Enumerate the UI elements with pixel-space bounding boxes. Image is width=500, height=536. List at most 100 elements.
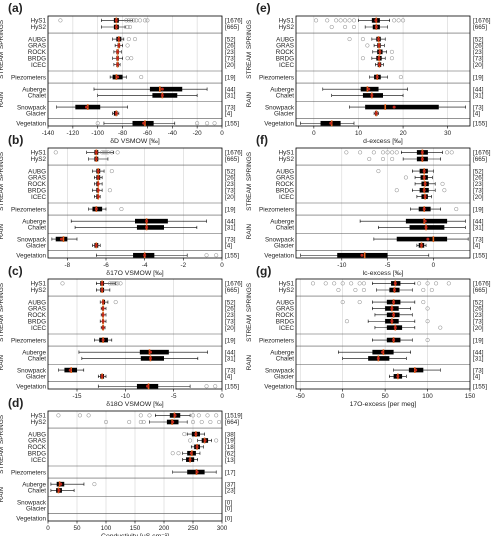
outlier-point [429,287,434,293]
row-count: [23] [225,488,236,495]
row-label: Piezometers [11,469,46,476]
outlier-point [111,281,116,286]
outlier-point [380,156,386,162]
outlier-point [188,438,193,443]
outlier-point [77,413,82,418]
row-label: HyS2 [279,156,295,163]
row-label: AUBG [276,299,294,306]
group-label: SPRINGS [0,151,5,181]
panel-label: (f) [256,133,268,147]
x-tick-label: -5 [171,393,177,400]
row-count: [19] [225,74,236,81]
outlier-point [425,338,430,343]
x-axis-label: Conductivity [µS cm⁻¹] [101,533,169,536]
group-label: RAIN [246,224,253,240]
row-count: [1676] [225,281,243,288]
row-label: Glacier [26,243,46,250]
row-label: GRAS [28,175,46,182]
row-count: [73] [225,367,236,374]
outlier-point [190,413,196,418]
row-count: [52] [473,168,484,175]
outlier-point [438,325,443,330]
mean-mark [392,288,396,292]
row-count: [23] [473,49,484,56]
mean-mark [423,182,427,186]
row-count: [0] [225,506,232,513]
row-count: [73] [225,318,236,325]
group-label: RAIN [246,92,253,108]
row-count: [1676] [473,150,491,157]
row-label: Chalet [28,93,46,100]
plot-frame [295,15,471,127]
outlier-point [421,287,426,293]
group-label: SPRINGS [246,282,253,312]
row-label: ICEC [31,62,46,69]
row-label: Glacier [274,111,294,118]
row-label: Auberge [270,86,294,93]
row-count: [665] [225,156,239,163]
x-tick-label: -100 [91,130,104,137]
outlier-point [442,188,447,193]
outlier-point [361,287,366,293]
mean-mark [100,281,104,285]
outlier-point [357,300,362,305]
outlier-point [113,281,118,286]
mean-mark [203,438,207,442]
mean-mark [393,326,397,330]
x-tick-label: 50 [73,525,81,532]
row-label: Snowpack [17,367,47,374]
outlier-point [214,413,219,418]
outlier-point [141,419,146,425]
row-count: [73] [225,55,236,62]
row-count: [4] [473,374,480,381]
x-tick-label: -4 [142,262,148,269]
outlier-point [343,18,348,23]
outlier-point [58,18,63,23]
outlier-point [205,413,210,418]
outlier-point [449,150,454,155]
mean-mark [377,63,381,67]
outlier-point [56,413,61,418]
outlier-point [138,419,143,425]
outlier-point [357,281,362,286]
row-count: [52] [225,299,236,306]
row-label: Chalet [28,488,46,495]
mean-mark [143,253,147,257]
mean-mark [114,25,118,29]
row-count: [19] [473,337,484,344]
group-label: SPRINGS [246,151,253,181]
row-label: AUBG [28,431,46,438]
iqr-box [149,86,183,92]
x-tick-label: -40 [168,130,178,137]
row-count: [26] [473,306,484,313]
mean-mark [378,50,382,54]
x-tick-label: -10 [121,393,131,400]
row-count: [73] [473,187,484,194]
row-label: ICEC [279,325,294,332]
row-label: GRAS [28,43,46,50]
row-label: ROCK [276,312,295,319]
mean-mark [148,350,152,354]
row-count: [73] [225,104,236,111]
group-label: RAIN [0,224,5,240]
outlier-point [115,281,120,286]
outlier-point [389,49,394,54]
mean-mark [116,50,120,54]
x-axis-label: lc-excess [‰] [363,270,404,277]
row-count: [18] [225,444,236,451]
mean-mark [189,451,193,455]
row-label: Vegetation [16,252,46,259]
row-label: Piezometers [259,337,294,344]
outlier-point [119,207,124,212]
row-label: HyS2 [31,419,47,426]
row-count: [4] [225,111,232,118]
outlier-point [340,281,345,286]
x-axis-label: 17O-excess [per meg] [350,401,417,408]
outlier-point [139,75,144,80]
x-axis-label: δ17O VSMOW [‰] [106,270,164,277]
iqr-box [135,218,168,224]
outlier-point [329,24,334,30]
row-label: ICEC [279,194,294,201]
outlier-point [392,18,397,23]
row-count: [37] [225,481,236,488]
